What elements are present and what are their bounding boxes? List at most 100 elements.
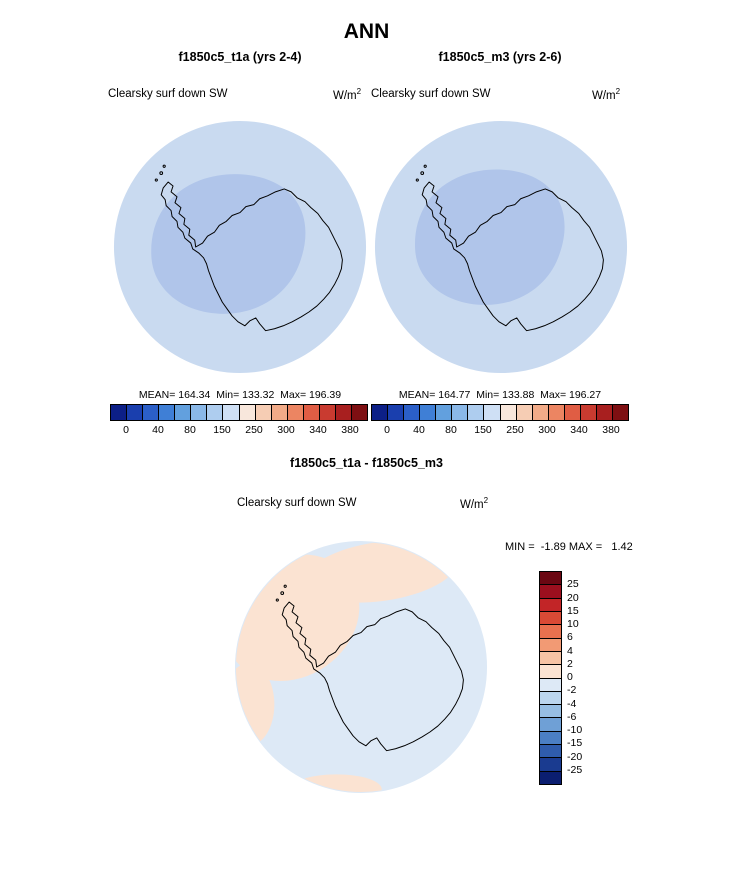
colorbar-right bbox=[371, 404, 629, 421]
colorbar-segment bbox=[540, 637, 561, 651]
colorbar-tick-label: 340 bbox=[570, 424, 588, 436]
units-exponent: 2 bbox=[356, 87, 362, 96]
colorbar-segment bbox=[334, 405, 351, 420]
colorbar-segment bbox=[451, 405, 468, 420]
colorbar-segment bbox=[254, 405, 271, 420]
colorbar-tick-label: 6 bbox=[567, 631, 573, 644]
colorbar-segment bbox=[540, 572, 561, 585]
colorbar-tick-label: 340 bbox=[309, 424, 327, 436]
colorbar-tick-label: -2 bbox=[567, 684, 577, 697]
colorbar-segment bbox=[540, 704, 561, 718]
colorbar-segment bbox=[540, 584, 561, 598]
colorbar-tick-label: -10 bbox=[567, 724, 583, 736]
colorbar-ticks-right: 0 40 80 150 250 300 340 380 bbox=[371, 424, 627, 438]
panel-title-left: f1850c5_t1a (yrs 2-4) bbox=[178, 50, 302, 64]
colorbar-segment bbox=[540, 730, 561, 745]
colorbar-segment bbox=[540, 610, 561, 625]
colorbar-tick-label: 10 bbox=[567, 618, 579, 630]
colorbar-segment bbox=[222, 405, 239, 420]
colorbar-segment bbox=[579, 405, 596, 420]
colorbar-segment bbox=[302, 405, 319, 420]
colorbar-tick-label: 300 bbox=[538, 424, 556, 436]
colorbar-segment bbox=[111, 405, 127, 420]
colorbar-segment bbox=[158, 405, 175, 420]
stats-right: MEAN= 164.77 Min= 133.88 Max= 196.27 bbox=[398, 389, 602, 401]
colorbar-segment bbox=[126, 405, 143, 420]
colorbar-ticks-left: 0 40 80 150 250 300 340 380 bbox=[110, 424, 366, 438]
colorbar-tick-label: 380 bbox=[602, 424, 620, 436]
colorbar-segment bbox=[540, 597, 561, 611]
colorbar-segment bbox=[142, 405, 159, 420]
colorbar-tick-label: 4 bbox=[567, 644, 573, 657]
colorbar-segment bbox=[403, 405, 420, 420]
colorbar-tick-label: 15 bbox=[567, 604, 579, 617]
field-label-diff: Clearsky surf down SW bbox=[237, 497, 357, 509]
colorbar-segment bbox=[540, 677, 561, 691]
colorbar-segment bbox=[540, 757, 561, 771]
units-label-left: W/m2 bbox=[333, 87, 361, 102]
colorbar-segment bbox=[190, 405, 207, 420]
colorbar-ticks-diff: 25 20 15 10 6 4 2 0 -2 -4 -6 -10 -15 -20 -25 bbox=[567, 571, 601, 783]
colorbar-segment bbox=[540, 650, 561, 665]
colorbar-segment bbox=[270, 405, 287, 420]
colorbar-tick-label: -20 bbox=[567, 750, 583, 763]
map-right bbox=[374, 120, 628, 374]
colorbar-tick-label: 0 bbox=[384, 424, 390, 436]
colorbar-segment bbox=[540, 690, 561, 705]
colorbar-tick-label: -25 bbox=[567, 763, 583, 776]
page-title: ANN bbox=[343, 20, 390, 43]
colorbar-segment bbox=[419, 405, 436, 420]
colorbar-segment bbox=[531, 405, 548, 420]
colorbar-tick-label: 250 bbox=[506, 424, 524, 436]
colorbar-tick-label: 25 bbox=[567, 578, 579, 591]
colorbar-segment bbox=[595, 405, 612, 420]
units-label-right: W/m2 bbox=[592, 87, 620, 102]
colorbar-tick-label: 20 bbox=[567, 591, 579, 604]
colorbar-segment bbox=[206, 405, 223, 420]
colorbar-tick-label: 2 bbox=[567, 657, 573, 670]
units-exponent: 2 bbox=[615, 87, 621, 96]
colorbar-segment bbox=[515, 405, 532, 420]
colorbar-segment bbox=[372, 405, 388, 420]
map-diff bbox=[234, 540, 488, 794]
colorbar-tick-label: 150 bbox=[213, 424, 231, 436]
map-left bbox=[113, 120, 367, 374]
units-base: W/m bbox=[592, 89, 616, 102]
colorbar-segment bbox=[540, 744, 561, 758]
colorbar-segment bbox=[387, 405, 404, 420]
diff-panel-title: f1850c5_t1a - f1850c5_m3 bbox=[290, 456, 443, 470]
colorbar-tick-label: 0 bbox=[567, 671, 573, 683]
colorbar-segment bbox=[350, 405, 367, 420]
stats-left: MEAN= 164.34 Min= 133.32 Max= 196.39 bbox=[138, 389, 342, 401]
colorbar-tick-label: -15 bbox=[567, 737, 583, 750]
colorbar-segment bbox=[435, 405, 452, 420]
colorbar-tick-label: 250 bbox=[245, 424, 263, 436]
field-label-left: Clearsky surf down SW bbox=[108, 88, 228, 100]
colorbar-segment bbox=[540, 770, 561, 784]
colorbar-left bbox=[110, 404, 368, 421]
colorbar-tick-label: -6 bbox=[567, 710, 577, 723]
units-exponent: 2 bbox=[483, 496, 489, 505]
panel-title-right: f1850c5_m3 (yrs 2-6) bbox=[438, 50, 562, 64]
colorbar-diff bbox=[539, 571, 562, 785]
field-label-right: Clearsky surf down SW bbox=[371, 88, 491, 100]
colorbar-segment bbox=[499, 405, 516, 420]
colorbar-tick-label: 80 bbox=[184, 424, 196, 436]
colorbar-tick-label: 0 bbox=[123, 424, 129, 436]
colorbar-segment bbox=[563, 405, 580, 420]
colorbar-segment bbox=[238, 405, 255, 420]
colorbar-tick-label: 40 bbox=[413, 424, 425, 436]
units-base: W/m bbox=[460, 498, 484, 511]
colorbar-segment bbox=[611, 405, 628, 420]
units-label-diff: W/m2 bbox=[460, 496, 488, 511]
colorbar-tick-label: -4 bbox=[567, 697, 577, 710]
colorbar-tick-label: 150 bbox=[474, 424, 492, 436]
colorbar-segment bbox=[174, 405, 191, 420]
colorbar-segment bbox=[467, 405, 484, 420]
warm-anomaly-region bbox=[291, 774, 382, 793]
units-base: W/m bbox=[333, 89, 357, 102]
colorbar-segment bbox=[540, 664, 561, 678]
colorbar-segment bbox=[540, 624, 561, 638]
colorbar-segment bbox=[483, 405, 500, 420]
